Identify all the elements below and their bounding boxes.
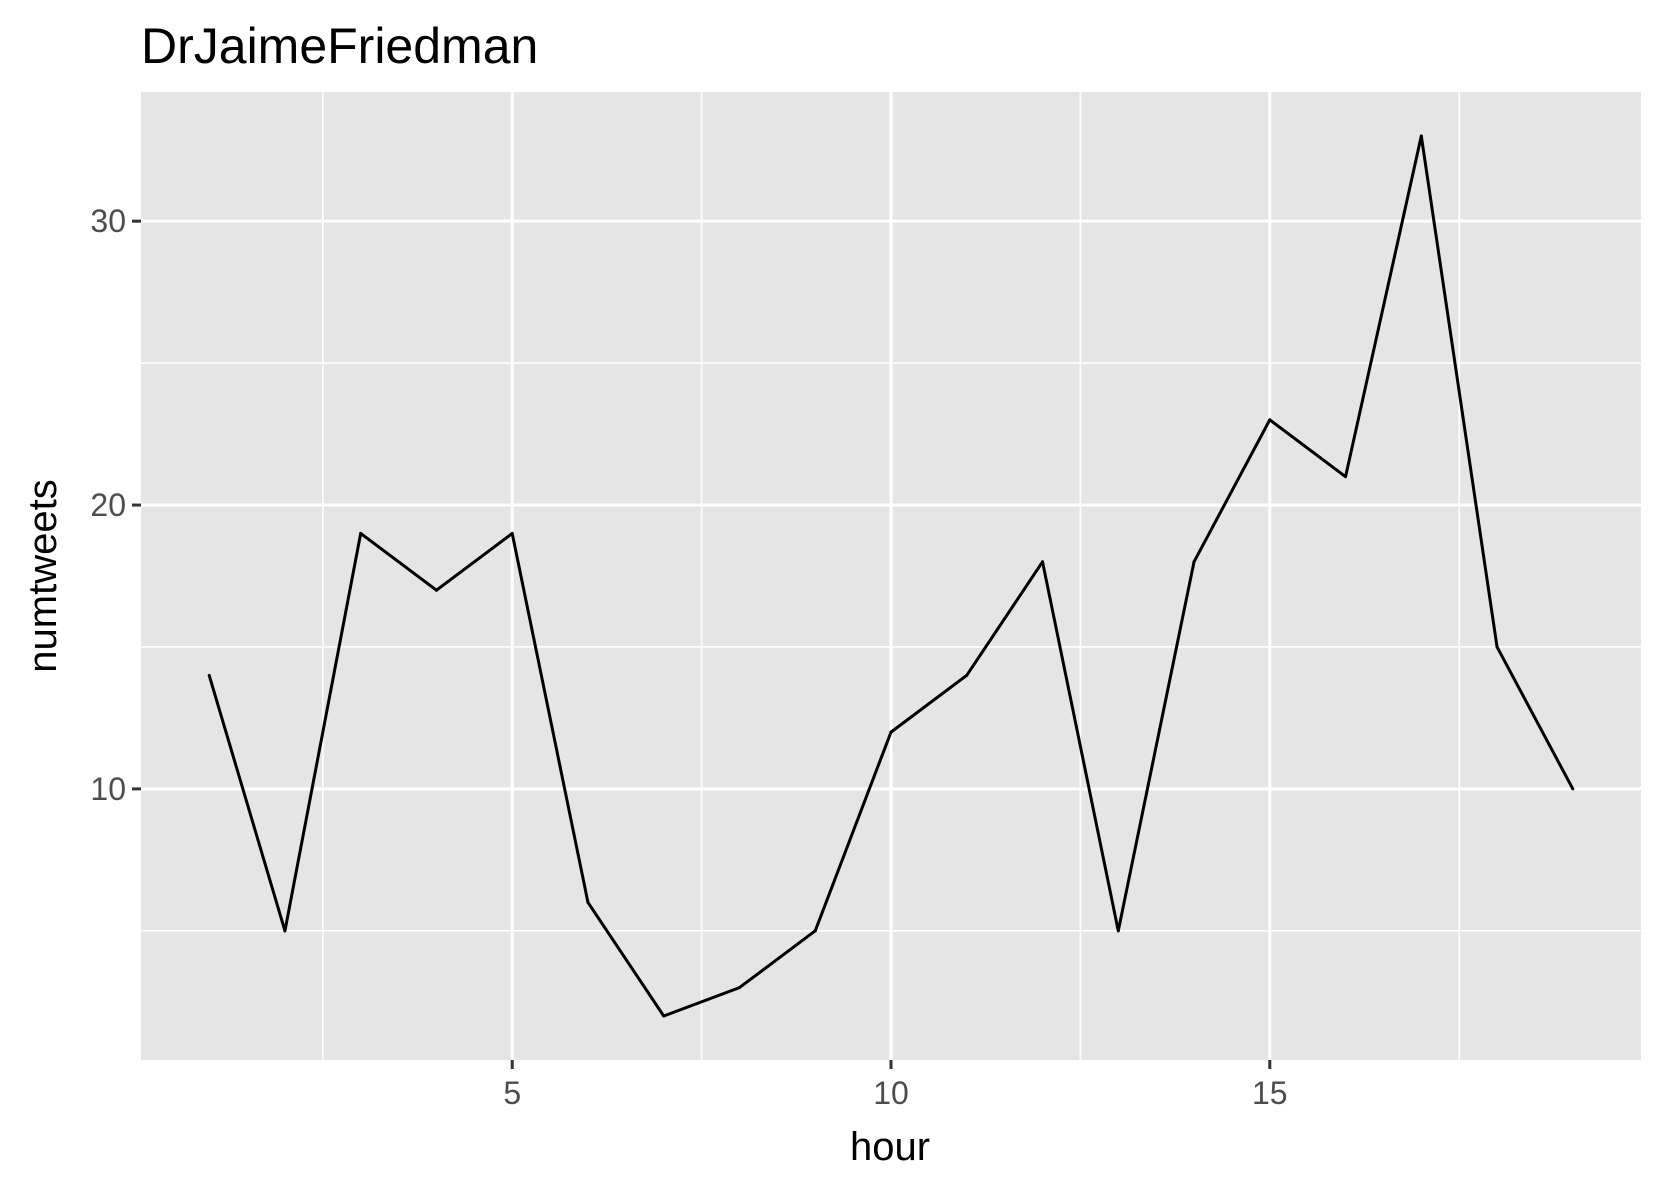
major-gridlines bbox=[141, 92, 1641, 1060]
y-tick-label: 10 bbox=[90, 771, 126, 807]
data-point bbox=[1041, 560, 1045, 564]
data-point bbox=[1116, 929, 1120, 933]
data-point bbox=[737, 986, 741, 990]
x-axis-title: hour bbox=[850, 1125, 930, 1169]
x-axis-ticks: 5 10 15 bbox=[503, 1060, 1288, 1111]
data-point bbox=[1419, 134, 1423, 138]
y-tick-label: 20 bbox=[90, 487, 126, 523]
data-point bbox=[1268, 418, 1272, 422]
data-point bbox=[359, 531, 363, 535]
data-point bbox=[965, 673, 969, 677]
data-point bbox=[1192, 560, 1196, 564]
data-point bbox=[662, 1014, 666, 1018]
x-tick-label: 10 bbox=[873, 1075, 909, 1111]
data-point bbox=[889, 730, 893, 734]
chart-title: DrJaimeFriedman bbox=[141, 18, 538, 74]
data-point bbox=[1571, 787, 1575, 791]
data-point bbox=[813, 929, 817, 933]
data-point bbox=[283, 929, 287, 933]
data-point bbox=[1495, 645, 1499, 649]
data-point bbox=[586, 900, 590, 904]
data-point bbox=[434, 588, 438, 592]
y-tick-label: 30 bbox=[90, 203, 126, 239]
x-tick-label: 5 bbox=[503, 1075, 521, 1111]
data-points bbox=[207, 134, 1575, 1018]
data-point bbox=[207, 673, 211, 677]
x-tick-label: 15 bbox=[1252, 1075, 1288, 1111]
y-axis-title: numtweets bbox=[21, 479, 65, 672]
data-point bbox=[510, 531, 514, 535]
y-axis-ticks: 10 20 30 bbox=[90, 203, 141, 807]
data-point bbox=[1344, 475, 1348, 479]
